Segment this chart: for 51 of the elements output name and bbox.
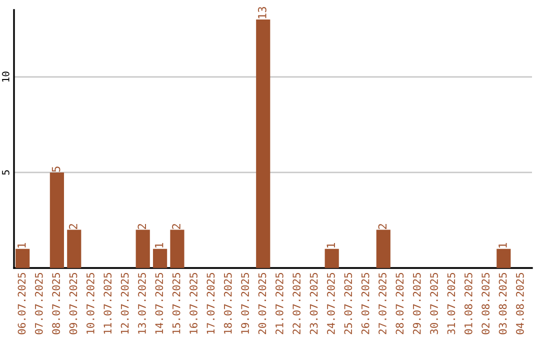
x-tick-label: 03.08.2025 <box>498 273 507 334</box>
x-tick-label: 17.07.2025 <box>206 273 215 334</box>
x-tick-label: 02.08.2025 <box>482 273 490 334</box>
y-tick-label: 10 <box>2 72 10 82</box>
x-tick-label: 30.07.2025 <box>430 273 438 334</box>
bar <box>152 248 168 268</box>
data-label: 1 <box>155 242 164 248</box>
x-tick-label: 06.07.2025 <box>18 273 26 334</box>
x-tick-label: 18.07.2025 <box>224 273 232 334</box>
x-tick-label: 19.07.2025 <box>241 273 249 334</box>
data-label: 2 <box>378 224 386 229</box>
x-tick-label: 24.07.2025 <box>327 273 335 334</box>
x-tick-label: 26.07.2025 <box>361 273 370 334</box>
data-label: 5 <box>52 166 60 172</box>
x-tick-label: 29.07.2025 <box>412 273 421 334</box>
bar <box>136 230 150 268</box>
data-label: 2 <box>68 224 78 229</box>
x-tick-label: 31.07.2025 <box>447 273 456 334</box>
x-tick-label: 16.07.2025 <box>190 273 198 334</box>
x-tick-label: 22.07.2025 <box>292 273 301 334</box>
data-label: 1 <box>18 242 26 248</box>
x-tick-label: 13.07.2025 <box>138 273 146 334</box>
x-tick-label: 23.07.2025 <box>310 273 318 334</box>
x-tick-label: 21.07.2025 <box>275 273 284 334</box>
x-tick-label: 15.07.2025 <box>172 273 180 334</box>
x-tick-label: 28.07.2025 <box>396 273 404 334</box>
x-tick-label: 27.07.2025 <box>378 273 386 334</box>
bar <box>324 248 339 268</box>
x-tick-label: 08.07.2025 <box>52 273 60 334</box>
bar <box>376 230 390 268</box>
x-tick-label: 07.07.2025 <box>34 273 43 334</box>
bar <box>50 172 64 268</box>
x-tick-label: 09.07.2025 <box>69 273 78 334</box>
data-label: 2 <box>138 224 146 229</box>
bar <box>67 230 82 268</box>
x-tick-label: 12.07.2025 <box>120 273 129 334</box>
data-label: 13 <box>258 7 266 18</box>
data-label: 1 <box>498 242 507 248</box>
x-tick-label: 10.07.2025 <box>86 273 94 334</box>
bar <box>16 248 30 268</box>
x-tick-label: 04.08.2025 <box>516 273 524 334</box>
bar <box>256 20 270 268</box>
x-tick-label: 25.07.2025 <box>344 273 352 334</box>
x-tick-label: 20.07.2025 <box>258 273 266 334</box>
x-tick-label: 01.08.2025 <box>464 273 472 334</box>
bar <box>496 248 511 268</box>
data-label: 2 <box>172 224 180 229</box>
bar <box>170 230 184 268</box>
data-label: 1 <box>326 242 335 248</box>
x-tick-label: 11.07.2025 <box>104 273 112 334</box>
x-tick-label: 14.07.2025 <box>155 273 164 334</box>
